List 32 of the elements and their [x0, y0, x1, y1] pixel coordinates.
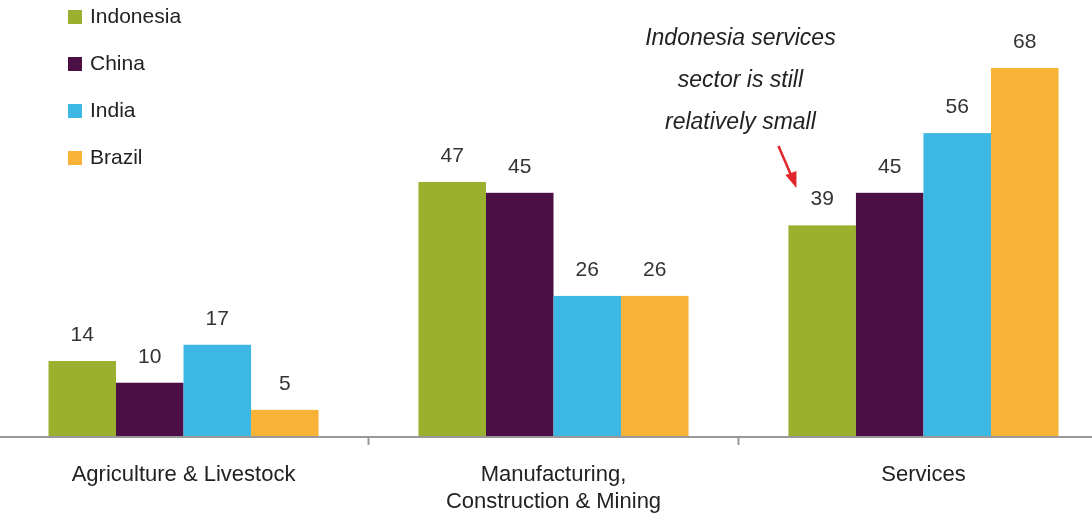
- bar: [923, 133, 991, 437]
- legend-label: India: [90, 98, 136, 121]
- bar: [116, 382, 184, 437]
- data-label: 26: [575, 256, 599, 280]
- data-label: 10: [138, 343, 162, 367]
- legend-label: Brazil: [90, 145, 143, 168]
- data-label: 68: [1013, 29, 1037, 52]
- bar: [621, 295, 689, 437]
- data-label: 56: [945, 94, 969, 118]
- legend-label: Indonesia: [90, 4, 182, 27]
- bar: [485, 192, 554, 437]
- bar: [418, 181, 486, 437]
- bar: [855, 192, 924, 437]
- legend-label: China: [90, 51, 146, 74]
- bar: [48, 361, 117, 437]
- bar: [990, 68, 1059, 437]
- data-label: 26: [643, 256, 667, 280]
- x-tick-label: Manufacturing, Construction & Mining: [445, 461, 662, 513]
- data-label: 17: [205, 305, 229, 329]
- data-label: 14: [70, 322, 95, 346]
- data-label: 5: [278, 370, 291, 394]
- x-tick-label: Agriculture & Livestock: [71, 461, 297, 486]
- x-tick-label: Services: [881, 461, 966, 486]
- bar: [788, 225, 856, 437]
- bar: [553, 295, 622, 437]
- data-label: 45: [508, 153, 532, 177]
- data-label: 45: [878, 153, 902, 177]
- data-label: 47: [440, 142, 464, 166]
- bar: [251, 409, 319, 437]
- bar: [183, 344, 252, 437]
- annotation: Indonesia services sector is still relatively small: [645, 24, 837, 134]
- data-label: 39: [810, 186, 834, 210]
